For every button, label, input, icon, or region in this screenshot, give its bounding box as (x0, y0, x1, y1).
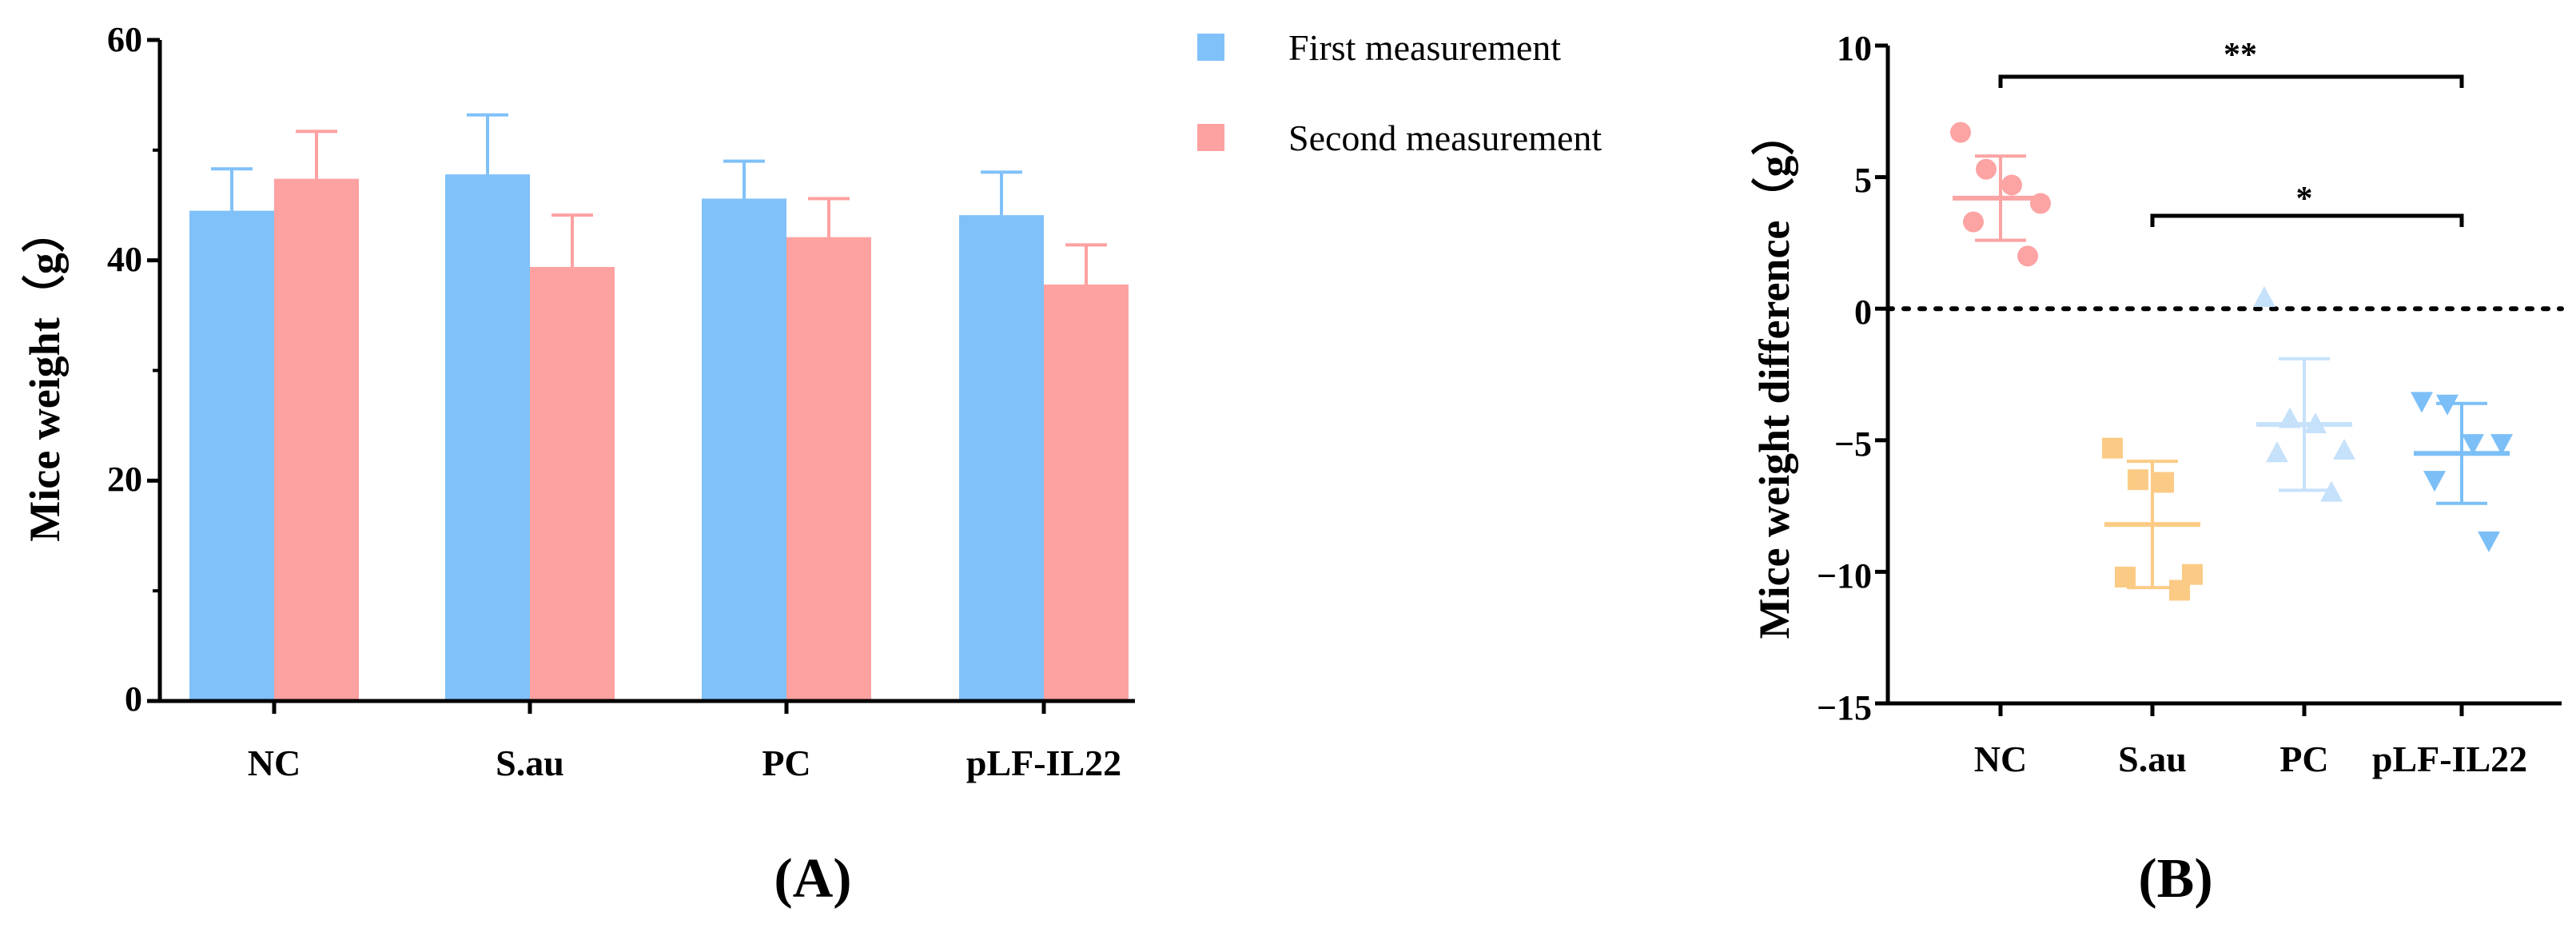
error-bars-group (211, 113, 1107, 285)
y-tick-label: −5 (1834, 424, 1872, 464)
data-point (2411, 392, 2433, 413)
data-point (2478, 531, 2500, 552)
scatter-points-group (1950, 121, 2513, 601)
chart-b: ** * 10 5 0 −5 −10 −15 NC S.au PC pLF-IL… (1750, 29, 2564, 910)
legend: First measurement Second measurement (1197, 27, 1602, 158)
data-point (2253, 286, 2275, 308)
y-tick-label: 20 (107, 460, 142, 499)
data-point (2128, 469, 2148, 491)
significance-group (1998, 74, 2464, 227)
panel-label-b: (B) (2138, 848, 2212, 910)
data-point (1950, 121, 1971, 143)
data-point (2017, 245, 2038, 267)
significance-bracket (2150, 213, 2464, 227)
y-tick-label: 0 (1854, 293, 1872, 332)
bar-first (189, 210, 274, 701)
y-tick-label: −10 (1817, 556, 1872, 595)
x-category-label: S.au (496, 743, 564, 783)
y-tick-label: 5 (1854, 161, 1872, 200)
data-point (2423, 471, 2446, 492)
data-point (2462, 434, 2484, 456)
data-point (2266, 441, 2288, 463)
legend-swatch-second (1197, 124, 1224, 151)
x-category-label: PC (762, 743, 810, 783)
x-category-label: NC (248, 743, 301, 783)
x-category-label: S.au (2118, 739, 2187, 779)
y-tick-label: 40 (107, 240, 142, 279)
bar-series-group (189, 174, 1129, 702)
x-category-label: PC (2279, 739, 2328, 779)
y-tick-label: 60 (107, 20, 142, 59)
data-point (2001, 174, 2022, 196)
legend-swatch-first (1197, 34, 1224, 61)
data-point (1963, 211, 1984, 233)
bar-first (959, 215, 1044, 701)
axes-a (147, 38, 1135, 714)
data-point (2169, 580, 2190, 601)
legend-label: Second measurement (1288, 117, 1602, 158)
legend-label: First measurement (1288, 27, 1561, 68)
x-category-label: pLF-IL22 (966, 743, 1121, 783)
bar-first (445, 174, 530, 701)
data-point (2333, 438, 2355, 460)
x-category-label: pLF-IL22 (2372, 739, 2527, 779)
y-axis-label: Mice weight（g） (21, 209, 69, 541)
bar-second (1044, 284, 1129, 701)
significance-label: * (2296, 181, 2313, 217)
bar-first (702, 198, 786, 702)
data-point (2153, 472, 2174, 493)
data-point (2115, 566, 2136, 587)
bar-second (274, 178, 359, 702)
x-category-label: NC (1974, 739, 2027, 779)
bar-second (786, 237, 871, 701)
data-point (2320, 480, 2343, 502)
y-tick-label: −15 (1817, 688, 1872, 727)
data-point (1976, 158, 1997, 180)
significance-bracket (1998, 74, 2464, 88)
mean-sd-group (1953, 154, 2510, 590)
data-point (2102, 437, 2123, 459)
y-tick-label: 10 (1837, 29, 1872, 68)
axes-b (1875, 43, 2564, 716)
y-tick-label: 0 (125, 679, 142, 719)
panel-label-a: (A) (774, 848, 851, 910)
bar-second (530, 266, 615, 702)
y-axis-label: Mice weight difference（g） (1750, 113, 1798, 639)
significance-label: ** (2224, 37, 2257, 74)
chart-a: 0 20 40 60 NC S.au PC pLF-IL22 Mice weig… (21, 20, 1602, 910)
data-point (2490, 434, 2513, 456)
